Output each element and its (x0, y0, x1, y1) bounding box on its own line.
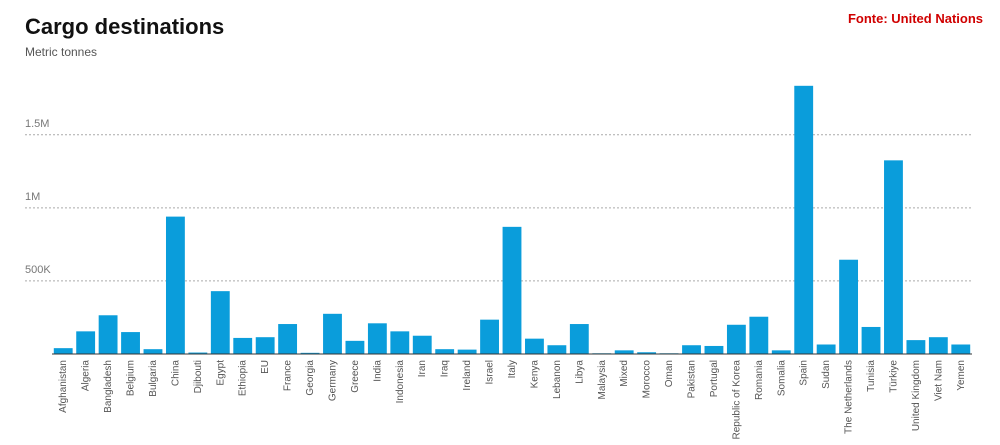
x-tick-label: Germany (327, 360, 338, 401)
x-tick-label: Israel (485, 360, 496, 384)
bar (884, 160, 903, 354)
x-tick-label: Iraq (440, 360, 451, 377)
bar (121, 332, 140, 354)
bar (547, 345, 567, 354)
bar (502, 226, 522, 354)
bar (278, 324, 298, 354)
x-tick-label: Iran (417, 360, 428, 377)
chart-title: Cargo destinations (25, 14, 224, 39)
x-tick-label: Oman (664, 360, 675, 387)
bar (53, 348, 73, 354)
x-tick-label: Tunisia (866, 360, 877, 392)
source: Fonte: United Nations (848, 11, 983, 26)
x-tick-label: Spain (799, 360, 810, 386)
bar (323, 313, 342, 354)
x-tick-label: Sudan (821, 360, 832, 389)
x-tick-label: Bangladesh (103, 360, 114, 413)
bar (457, 349, 477, 354)
x-tick-label: Georgia (305, 360, 316, 396)
bar (569, 324, 589, 354)
bar (614, 350, 634, 354)
x-tick-label: Lebanon (552, 360, 563, 399)
bar (255, 337, 275, 354)
bar (951, 344, 971, 354)
bar (726, 324, 746, 354)
x-tick-label: Ethiopia (238, 360, 249, 397)
bar (300, 352, 320, 354)
x-tick-label: Libya (574, 360, 585, 384)
x-tick-label: Mixed (619, 360, 630, 387)
x-tick-label: Greece (350, 360, 361, 393)
y-tick-label: 1.5M (25, 118, 49, 130)
x-tick-label: Pakistan (687, 360, 698, 398)
x-tick-label: Bulgaria (148, 360, 159, 397)
bar (771, 350, 791, 354)
bar (839, 259, 859, 354)
bar (188, 352, 208, 354)
bar (906, 340, 926, 354)
x-tick-label: Republic of Korea (731, 360, 742, 440)
bar (143, 349, 163, 354)
bar (98, 315, 118, 354)
bar (165, 216, 185, 354)
x-tick-label: Viet Nam (933, 360, 944, 401)
x-tick-label: Belgium (126, 360, 137, 396)
bar (435, 349, 455, 354)
bar (210, 291, 230, 354)
x-tick-label: Egypt (215, 360, 226, 386)
bar (816, 344, 836, 354)
bar (682, 345, 701, 354)
y-tick-label: 1M (25, 191, 40, 203)
x-tick-label: Ireland (462, 360, 473, 391)
x-tick-label: Italy (507, 360, 518, 378)
bar (345, 340, 365, 354)
bar (480, 319, 499, 354)
bar (76, 331, 96, 354)
x-tick-label: India (372, 360, 383, 382)
x-tick-label: China (170, 360, 181, 387)
bar (794, 85, 814, 355)
x-tick-label: Djibouti (193, 360, 204, 393)
x-tick-label: Malaysia (597, 360, 608, 400)
bar (412, 335, 432, 354)
bar (749, 316, 769, 354)
bar (525, 338, 544, 354)
bar (637, 352, 657, 354)
x-tick-label: Algeria (81, 360, 92, 392)
x-tick-label: France (283, 360, 294, 392)
x-tick-label: Kenya (529, 360, 540, 389)
x-tick-label: EU (260, 360, 271, 374)
bar (233, 337, 253, 354)
chart-subtitle: Metric tonnes (25, 45, 97, 59)
x-tick-label: Indonesia (395, 360, 406, 404)
y-tick-label: 500K (25, 264, 51, 276)
bar (861, 326, 881, 354)
bar (704, 345, 724, 354)
x-tick-label: Portugal (709, 360, 720, 397)
bar (390, 331, 410, 354)
x-tick-label: Somalia (776, 360, 787, 397)
x-tick-label: Afghanistan (58, 360, 69, 413)
x-tick-label: Romania (754, 360, 765, 400)
bar (367, 323, 387, 354)
bar (928, 337, 948, 354)
x-tick-label: The Netherlands (844, 360, 855, 434)
x-tick-label: Türkiye (888, 360, 899, 393)
x-tick-label: Yemen (956, 360, 967, 391)
x-tick-label: United Kingdom (911, 360, 922, 431)
x-tick-label: Morocco (642, 360, 653, 399)
